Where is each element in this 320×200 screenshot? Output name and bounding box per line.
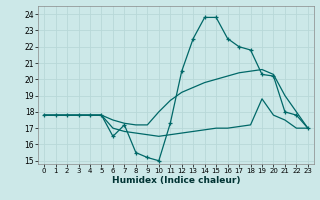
- X-axis label: Humidex (Indice chaleur): Humidex (Indice chaleur): [112, 176, 240, 185]
